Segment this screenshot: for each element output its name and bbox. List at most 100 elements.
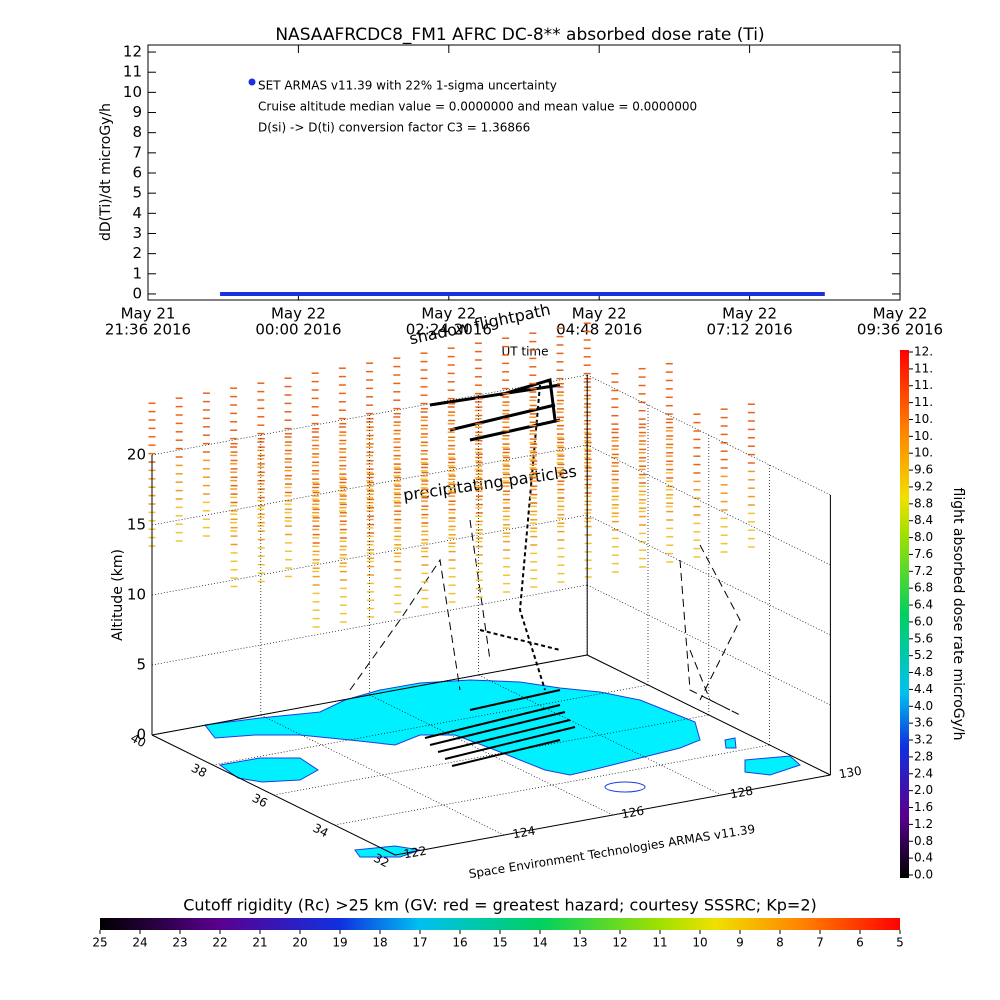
x-tick-label: May 21 bbox=[121, 305, 176, 323]
colorbar-tick-label: 11. bbox=[914, 361, 933, 375]
colorbar-tick-label: 8.8 bbox=[914, 496, 933, 510]
x-axis-label: UT time bbox=[501, 345, 548, 359]
colorbar-tick-label: 9.2 bbox=[914, 479, 933, 493]
colorbar-tick-label: 5.2 bbox=[914, 648, 933, 662]
legend-label: SET ARMAS v11.39 with 22% 1-sigma uncert… bbox=[258, 79, 557, 93]
colorbar-tick-label: 5.6 bbox=[914, 631, 933, 645]
x-tick-label: 124 bbox=[511, 824, 536, 842]
x-tick-label: May 22 bbox=[421, 305, 476, 323]
colorbar-tick-label: 2.4 bbox=[914, 766, 933, 780]
colorbar-tick-label: 10 bbox=[692, 936, 707, 950]
colorbar-tick-label: 4.4 bbox=[914, 682, 933, 696]
z-tick-label: 10 bbox=[127, 586, 146, 604]
colorbar-tick-label: 8.4 bbox=[914, 513, 933, 527]
grid-line bbox=[587, 514, 831, 636]
x-tick-label: 122 bbox=[403, 844, 428, 862]
colorbar-tick-label: 11. bbox=[914, 395, 933, 409]
y-tick-label: 8 bbox=[132, 123, 142, 141]
colorbar bbox=[900, 350, 909, 878]
colorbar-tick-label: 12 bbox=[612, 936, 627, 950]
colorbar-tick-label: 16 bbox=[452, 936, 467, 950]
colorbar-tick-label: 0.4 bbox=[914, 851, 933, 865]
flight-path bbox=[349, 378, 741, 767]
colorbar-tick-label: 20 bbox=[292, 936, 307, 950]
x-tick-label: May 22 bbox=[572, 305, 627, 323]
colorbar-tick-label: 22 bbox=[212, 936, 227, 950]
y-tick-label: 38 bbox=[189, 761, 209, 780]
land bbox=[204, 679, 801, 858]
y-tick-label: 34 bbox=[311, 821, 331, 840]
z-tick-label: 0 bbox=[136, 726, 146, 744]
colorbar-tick-label: 9.6 bbox=[914, 463, 933, 477]
colorbar-tick-label: 24 bbox=[132, 936, 147, 950]
y-tick-label: 0 bbox=[132, 284, 142, 302]
colorbar bbox=[100, 918, 900, 930]
colorbar-tick-label: 10. bbox=[914, 412, 933, 426]
annotation: Cruise altitude median value = 0.0000000… bbox=[258, 100, 697, 114]
y-tick-label: 12 bbox=[123, 43, 142, 61]
colorbar-tick-label: 6 bbox=[856, 936, 864, 950]
y-tick-label: 4 bbox=[132, 204, 142, 222]
x-tick-label: 00:00 2016 bbox=[255, 321, 341, 339]
colorbar-tick-label: 7.6 bbox=[914, 547, 933, 561]
y-axis-label: dD(Ti)/dt microGy/h bbox=[98, 103, 114, 241]
y-tick-label: 9 bbox=[132, 103, 142, 121]
x-tick-label: May 22 bbox=[722, 305, 777, 323]
colorbar-label: Cutoff rigidity (Rc) >25 km (GV: red = g… bbox=[183, 896, 817, 915]
z-tick-label: 5 bbox=[136, 656, 146, 674]
colorbar-tick-label: 13 bbox=[572, 936, 587, 950]
y-tick-label: 3 bbox=[132, 224, 142, 242]
x-tick-label: 128 bbox=[729, 784, 754, 802]
colorbar-label: flight absorbed dose rate microGy/h bbox=[950, 488, 966, 741]
colorbar-tick-label: 10. bbox=[914, 429, 933, 443]
axis-line bbox=[151, 654, 588, 736]
colorbar-tick-label: 0.8 bbox=[914, 834, 933, 848]
colorbar-tick-label: 23 bbox=[172, 936, 187, 950]
colorbar-tick-label: 3.2 bbox=[914, 733, 933, 747]
axis-line bbox=[586, 654, 831, 776]
particle-field bbox=[148, 322, 755, 628]
colorbar-tick-label: 5 bbox=[896, 936, 904, 950]
x-tick-label: 130 bbox=[838, 764, 863, 782]
y-tick-label: 40 bbox=[128, 731, 148, 750]
grid-line bbox=[260, 714, 505, 836]
colorbar-tick-label: 19 bbox=[332, 936, 347, 950]
x-tick-label: May 22 bbox=[271, 305, 326, 323]
grid-line bbox=[369, 694, 613, 816]
colorbar-tick-label: 6.8 bbox=[914, 581, 933, 595]
y-tick-label: 6 bbox=[132, 164, 142, 182]
x-tick-label: 02:24 2016 bbox=[406, 321, 492, 339]
colorbar-tick-label: 2.0 bbox=[914, 783, 933, 797]
colorbar-tick-label: 6.4 bbox=[914, 598, 933, 612]
axis-line bbox=[395, 774, 831, 856]
x-tick-label: May 22 bbox=[873, 305, 928, 323]
colorbar-tick-label: 3.6 bbox=[914, 716, 933, 730]
colorbar-tick-label: 0.0 bbox=[914, 868, 933, 882]
y-tick-label: 7 bbox=[132, 143, 142, 161]
colorbar-tick-label: 7 bbox=[816, 936, 824, 950]
colorbar-tick-label: 2.8 bbox=[914, 749, 933, 763]
x-tick-label: 07:12 2016 bbox=[707, 321, 793, 339]
colorbar-tick-label: 6.0 bbox=[914, 614, 933, 628]
x-tick-label: 04:48 2016 bbox=[556, 321, 642, 339]
colorbar-tick-label: 7.2 bbox=[914, 564, 933, 578]
colorbar-tick-label: 17 bbox=[412, 936, 427, 950]
y-tick-label: 1 bbox=[132, 264, 142, 282]
x-tick-label: 126 bbox=[620, 804, 645, 822]
y-tick-label: 2 bbox=[132, 244, 142, 262]
y-tick-label: 36 bbox=[250, 791, 270, 810]
legend-marker bbox=[248, 78, 256, 86]
x-tick-label: 09:36 2016 bbox=[857, 321, 943, 339]
annotation: D(si) -> D(ti) conversion factor C3 = 1.… bbox=[258, 121, 530, 135]
colorbar-tick-label: 12. bbox=[914, 345, 933, 359]
colorbar-tick-label: 21 bbox=[252, 936, 267, 950]
colorbar-tick-label: 10. bbox=[914, 446, 933, 460]
colorbar-tick-label: 4.8 bbox=[914, 665, 933, 679]
colorbar-tick-label: 8 bbox=[776, 936, 784, 950]
grid-line bbox=[478, 674, 722, 796]
z-axis-label: Altitude (km) bbox=[110, 549, 126, 641]
y-tick-label: 11 bbox=[123, 63, 142, 81]
plot-frame bbox=[147, 44, 901, 301]
colorbar-tick-label: 9 bbox=[736, 936, 744, 950]
